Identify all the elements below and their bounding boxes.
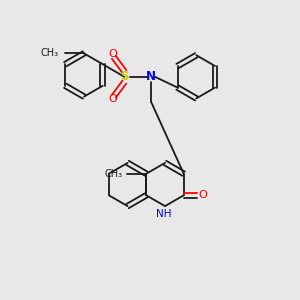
Text: S: S xyxy=(120,70,129,83)
Text: O: O xyxy=(108,94,117,104)
Text: O: O xyxy=(198,190,207,200)
Text: O: O xyxy=(108,49,117,59)
Text: CH₃: CH₃ xyxy=(104,169,122,179)
Text: N: N xyxy=(146,70,156,83)
Text: NH: NH xyxy=(156,208,171,219)
Text: CH₃: CH₃ xyxy=(41,48,59,59)
